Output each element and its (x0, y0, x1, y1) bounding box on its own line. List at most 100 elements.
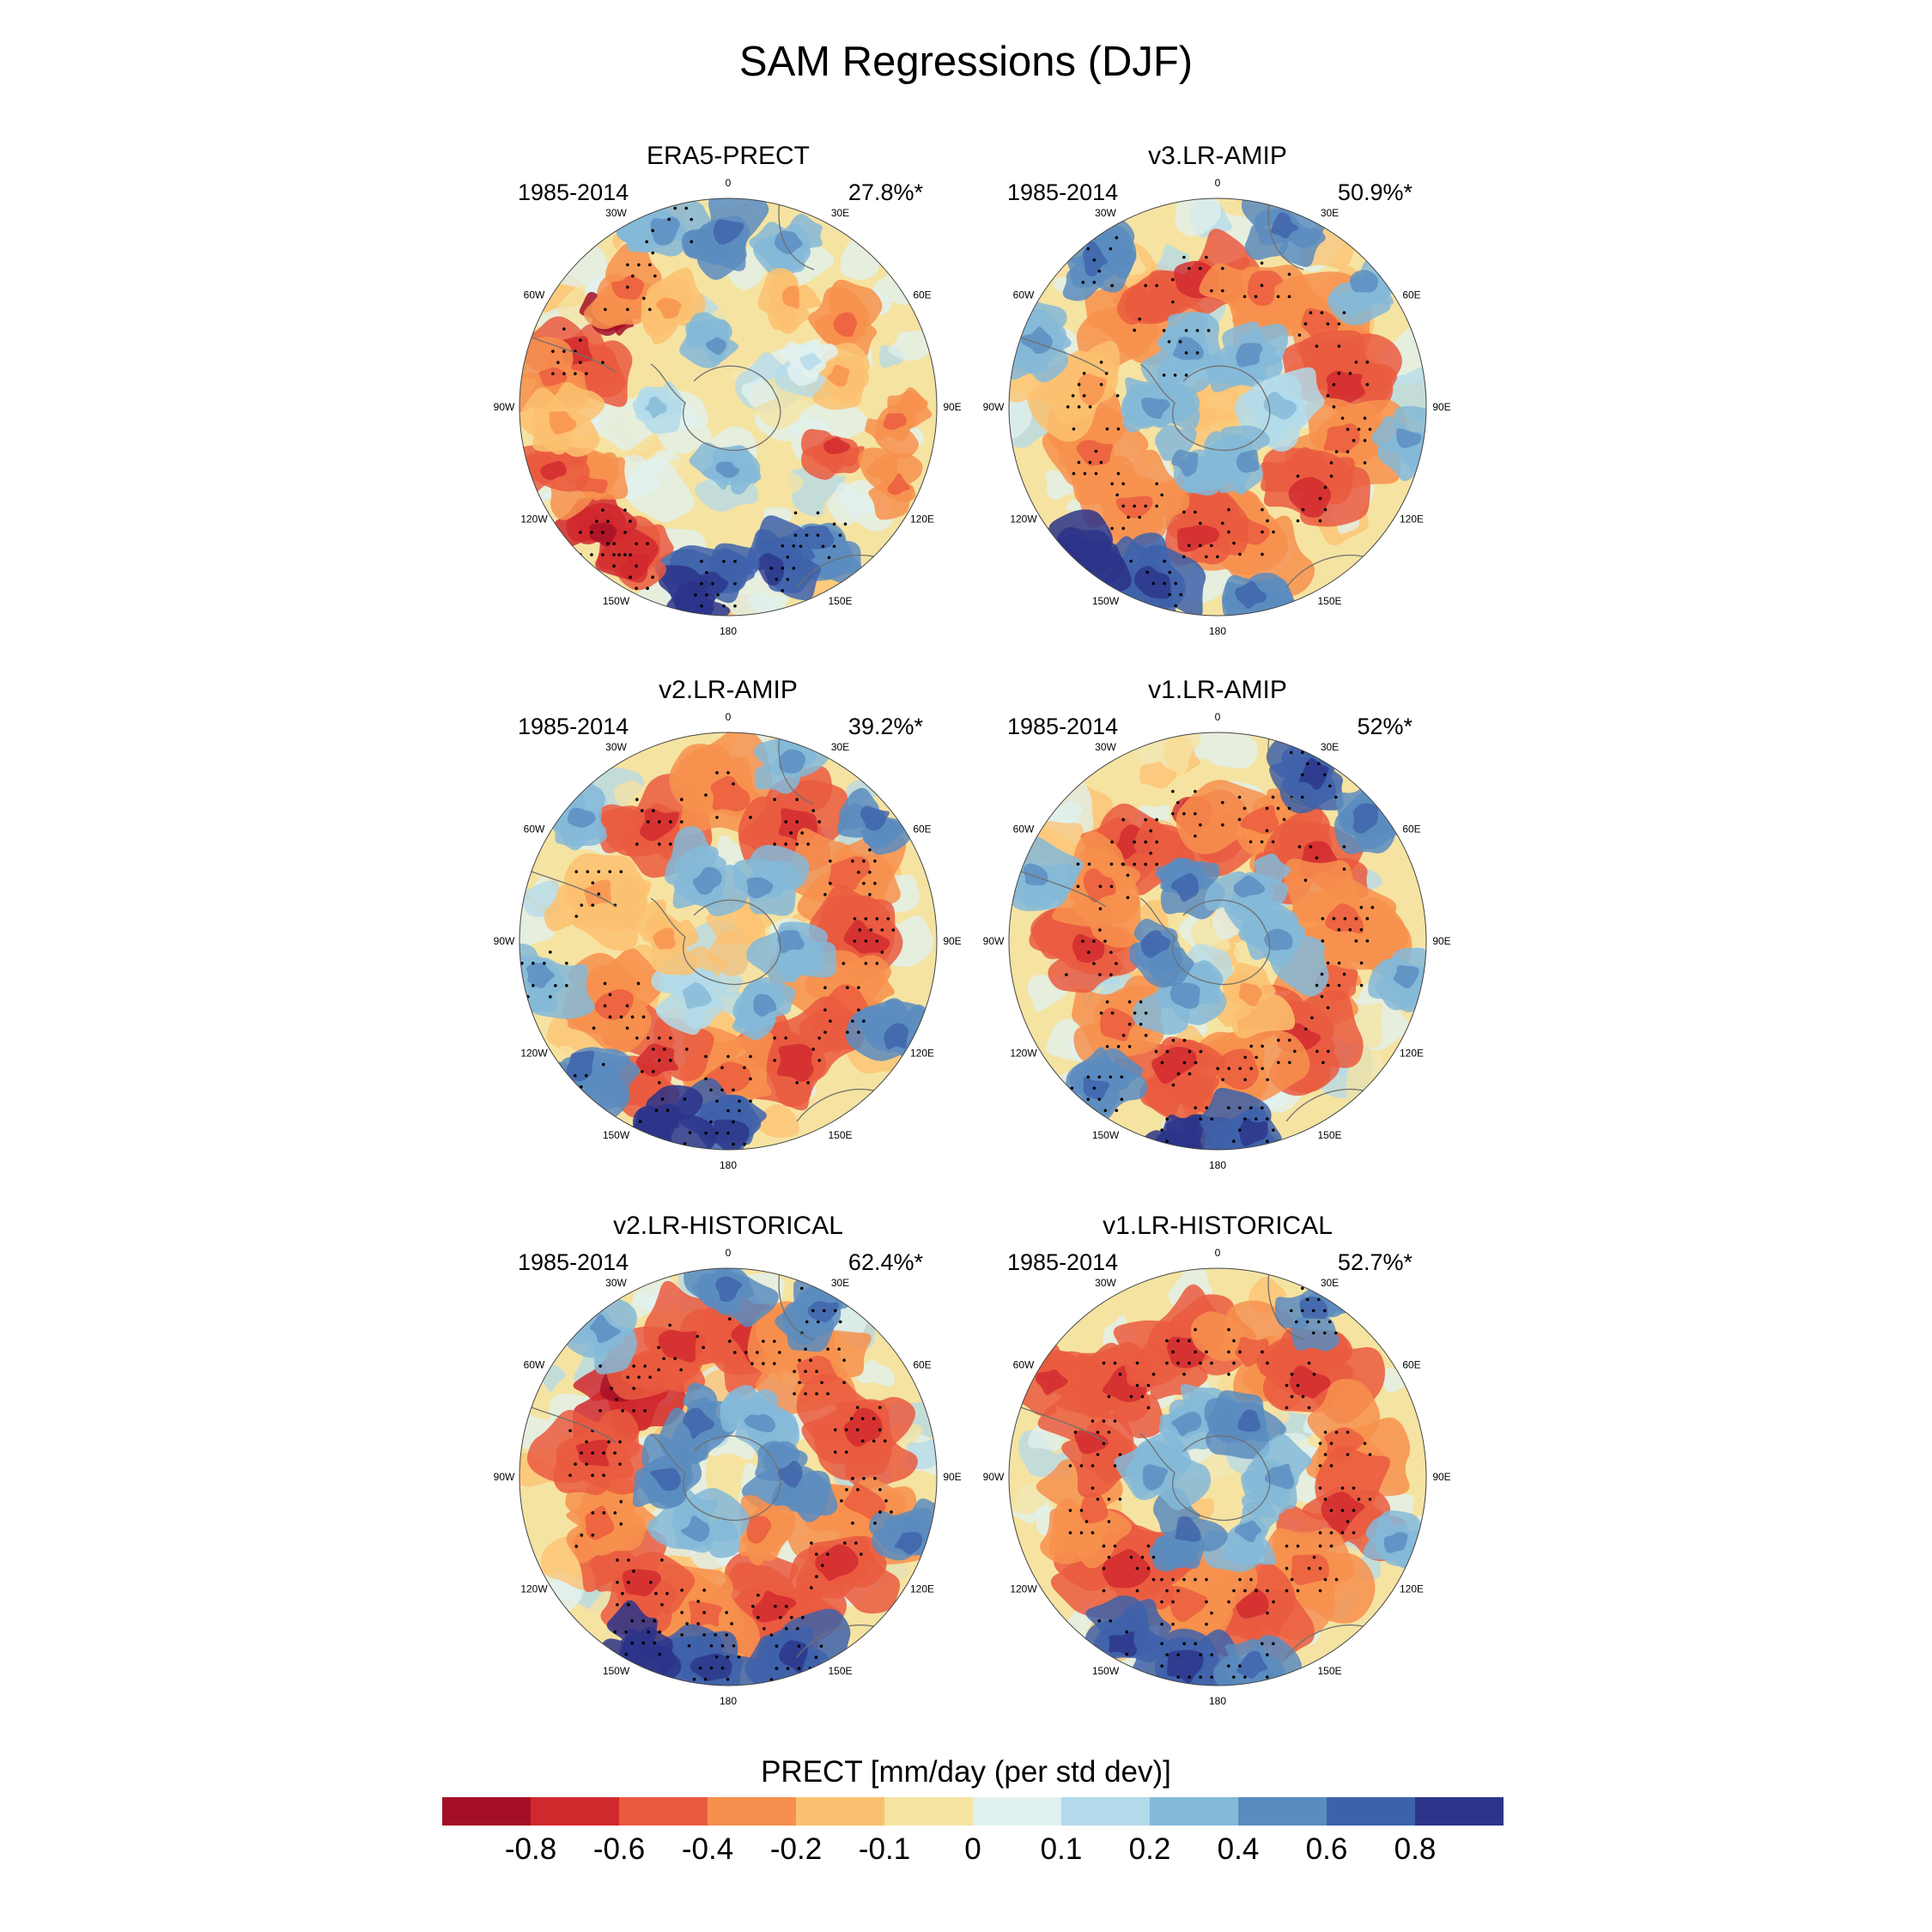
longitude-label: 30W (1095, 741, 1116, 753)
longitude-label: 60W (524, 823, 545, 835)
longitude-label: 120E (1400, 513, 1424, 526)
panel-period: 1985-2014 (1007, 714, 1118, 739)
colorbar-tick: 0 (964, 1832, 981, 1866)
panel-title: v2.LR-AMIP (659, 676, 798, 704)
antarctica-outline (650, 897, 781, 986)
longitude-label: 0 (726, 177, 732, 189)
south-america-outline (1011, 333, 1107, 374)
colorbar-swatch (1238, 1797, 1327, 1826)
longitude-label: 90E (943, 935, 961, 947)
longitude-label: 90E (943, 401, 961, 413)
antarctica-outline (1139, 897, 1271, 986)
south-america-outline (521, 333, 617, 374)
colorbar-tick: 0.4 (1218, 1832, 1260, 1866)
colorbar-tick: 0.2 (1129, 1832, 1171, 1866)
longitude-label: 120E (1400, 1048, 1424, 1060)
longitude-label: 60E (1402, 823, 1420, 835)
map-panel: v2.LR-AMIP 1985-2014 39.2%* 0 30E 60E 90E 120E 1… (494, 676, 962, 1171)
longitude-label: 90W (494, 1471, 515, 1483)
map-border (1008, 197, 1427, 617)
longitude-label: 180 (720, 625, 737, 637)
longitude-label: 150W (603, 1665, 630, 1677)
longitude-label: 90W (983, 935, 1005, 947)
colorbar-tick: -0.6 (593, 1832, 645, 1866)
panel-variance: 39.2%* (848, 714, 924, 739)
longitude-label: 30W (605, 207, 627, 219)
regression-field (1009, 1268, 1426, 1686)
longitude-label: 150E (828, 1665, 852, 1677)
south-america-outline (521, 867, 617, 908)
colorbar-swatch (531, 1797, 619, 1826)
map-border (1008, 732, 1427, 1151)
antarctica-outline (1139, 1433, 1271, 1522)
longitude-label: 120W (520, 513, 548, 526)
colorbar-swatches (442, 1797, 1504, 1826)
longitude-label: 0 (726, 711, 732, 723)
longitude-label: 120W (1010, 1583, 1037, 1595)
longitude-label: 60W (1013, 823, 1035, 835)
longitude-label: 90W (983, 401, 1005, 413)
colorbar-tick: 0.1 (1041, 1832, 1083, 1866)
longitude-label: 150W (1092, 1665, 1120, 1677)
africa-outline (1267, 200, 1304, 270)
longitude-label: 120E (910, 1048, 934, 1060)
longitude-label: 30E (831, 741, 849, 753)
regression-field (519, 1268, 937, 1686)
regression-field (519, 198, 937, 616)
panel-period: 1985-2014 (518, 179, 629, 205)
longitude-label: 120E (1400, 1583, 1424, 1595)
longitude-label: 60E (1402, 1359, 1420, 1371)
colorbar: PRECT [mm/day (per std dev)] -0.8 -0.6 -0.… (442, 1755, 1504, 1866)
panel-period: 1985-2014 (518, 714, 629, 739)
map-panel: v1.LR-HISTORICAL 1985-2014 52.7%* 0 30E 60E 90… (983, 1212, 1451, 1707)
longitude-label: 90W (494, 935, 515, 947)
colorbar-swatch (1327, 1797, 1415, 1826)
colorbar-tick: -0.8 (505, 1832, 556, 1866)
longitude-label: 180 (720, 1695, 737, 1707)
colorbar-tick: 0.6 (1306, 1832, 1348, 1866)
colorbar-tick: 0.8 (1394, 1832, 1437, 1866)
longitude-label: 30W (605, 741, 627, 753)
longitude-label: 60E (1402, 289, 1420, 301)
longitude-label: 120W (1010, 1048, 1037, 1060)
longitude-label: 150W (1092, 1129, 1120, 1141)
south-america-outline (1011, 867, 1107, 908)
map-panel: v1.LR-AMIP 1985-2014 52%* 0 30E 60E 90E 120E 150… (983, 676, 1451, 1171)
panel-period: 1985-2014 (1007, 179, 1118, 205)
colorbar-tick: -0.2 (770, 1832, 822, 1866)
map-border (519, 1267, 938, 1686)
longitude-label: 150E (1317, 1129, 1341, 1141)
map-panel: ERA5-PRECT 1985-2014 27.8%* 0 30E 60E 90E 120E 1… (494, 142, 962, 637)
longitude-label: 60W (1013, 289, 1035, 301)
panel-period: 1985-2014 (518, 1249, 629, 1275)
colorbar-swatch (442, 1797, 531, 1826)
longitude-label: 180 (1209, 1695, 1226, 1707)
map-border (1008, 1267, 1427, 1686)
colorbar-swatch (1415, 1797, 1504, 1826)
africa-outline (1267, 1270, 1304, 1340)
longitude-label: 150W (603, 1129, 630, 1141)
africa-outline (778, 1270, 815, 1340)
longitude-label: 150E (1317, 595, 1341, 607)
longitude-label: 150E (828, 1129, 852, 1141)
colorbar-swatch (619, 1797, 708, 1826)
africa-outline (778, 734, 815, 805)
longitude-label: 120W (520, 1583, 548, 1595)
longitude-label: 0 (1215, 177, 1221, 189)
colorbar-swatch (973, 1797, 1061, 1826)
longitude-label: 0 (726, 1247, 732, 1259)
longitude-label: 60E (913, 823, 931, 835)
map-border (519, 732, 938, 1151)
panel-title: v3.LR-AMIP (1148, 142, 1287, 170)
longitude-label: 150W (1092, 595, 1120, 607)
longitude-label: 120E (910, 513, 934, 526)
longitude-label: 150W (603, 595, 630, 607)
longitude-label: 30W (605, 1277, 627, 1289)
longitude-label: 180 (720, 1159, 737, 1171)
panel-title: ERA5-PRECT (647, 142, 810, 170)
longitude-label: 30E (1321, 1277, 1339, 1289)
longitude-label: 90E (943, 1471, 961, 1483)
africa-outline (1267, 734, 1304, 805)
panel-title: v1.LR-HISTORICAL (1103, 1212, 1333, 1240)
